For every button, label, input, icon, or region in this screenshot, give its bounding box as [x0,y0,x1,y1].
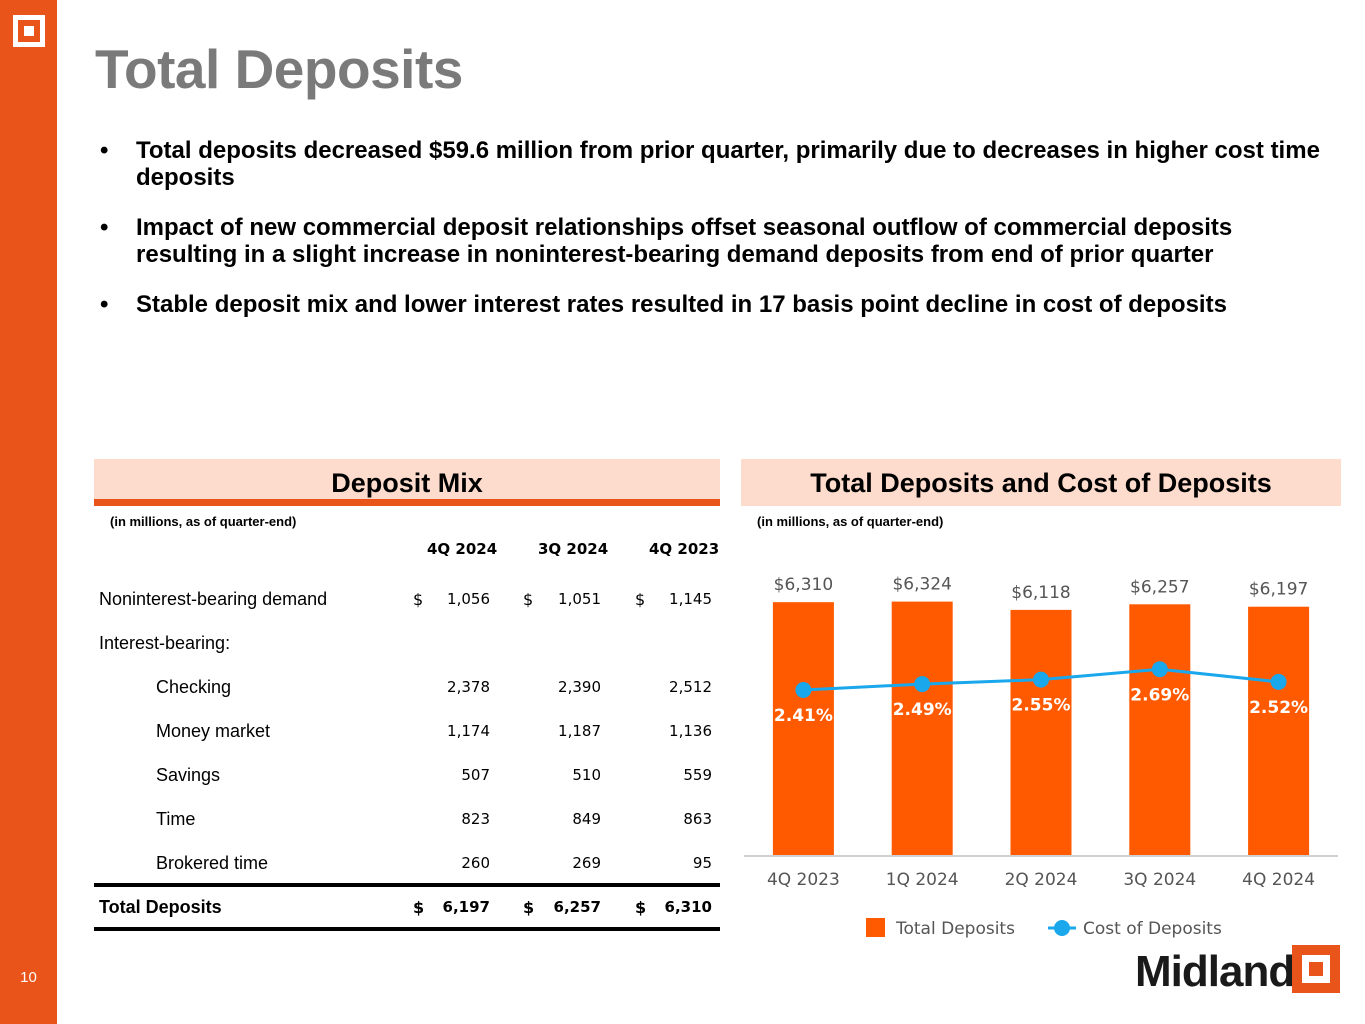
total-value: 6,310 [664,898,712,916]
column-header: 4Q 2024 [427,540,498,558]
x-tick-label: 2Q 2024 [1005,870,1078,890]
x-tick-label: 4Q 2023 [767,870,840,890]
chart-heading: Total Deposits and Cost of Deposits [741,459,1341,506]
table-row: Checking 2,378 2,390 2,512 [94,673,720,703]
bar-value-label: $6,197 [1249,580,1308,600]
cost-value-label: 2.49% [893,700,952,720]
cell-value: 507 [461,766,490,784]
total-value: 6,257 [553,898,601,916]
bar-value-label: $6,324 [892,575,951,595]
bullet-item: Total deposits decreased $59.6 million f… [100,137,1320,191]
cell-value: 1,056 [447,590,490,608]
row-label: Interest-bearing: [99,633,231,653]
bar-value-label: $6,118 [1011,583,1070,603]
table-row: Brokered time 260 269 95 [94,849,720,879]
brand: Midland [1135,945,1345,997]
side-bar: 10 [0,0,57,1024]
table-row: Money market 1,174 1,187 1,136 [94,717,720,747]
x-tick-label: 3Q 2024 [1123,870,1196,890]
row-label: Money market [156,721,271,741]
column-header: 3Q 2024 [538,540,609,558]
cell-value: 269 [572,854,601,872]
cost-value-label: 2.52% [1249,698,1308,718]
total-row: Total Deposits $6,197 $6,257 $6,310 [94,893,720,923]
cell-value: 1,187 [558,722,601,740]
bar-value-label: $6,310 [774,575,833,595]
currency-symbol: $ [635,590,646,609]
total-label: Total Deposits [99,897,222,917]
midland-logo-icon [1292,945,1340,993]
cost-point [1270,673,1287,690]
cell-value: 559 [683,766,712,784]
bullet-item: Impact of new commercial deposit relatio… [100,214,1320,268]
bar [772,602,834,856]
deposits-chart: $6,310 4Q 2023 $6,324 1Q 2024 $6,118 2Q 2024 $… [744,575,1338,939]
cell-value: 1,174 [447,722,490,740]
cost-point [1151,661,1168,678]
x-tick-label: 1Q 2024 [886,870,959,890]
table-row: Noninterest-bearing demand $1,056 $1,051 $1… [94,585,720,615]
currency-symbol: $ [523,590,534,609]
cost-value-label: 2.55% [1012,696,1071,716]
row-label: Noninterest-bearing demand [99,589,328,609]
currency-symbol: $ [413,590,424,609]
row-label: Checking [156,677,232,697]
cell-value: 2,512 [669,678,712,696]
currency-symbol: $ [523,898,535,917]
legend-swatch-point [1054,920,1070,936]
bar-value-label: $6,257 [1130,577,1189,597]
bar [1129,604,1191,856]
page-title: Total Deposits [95,38,463,100]
cell-value: 510 [572,766,601,784]
cell-value: 1,136 [669,722,712,740]
total-divider-top [94,883,720,887]
bullet-list: Total deposits decreased $59.6 million f… [100,137,1320,341]
deposit-mix-heading: Deposit Mix [94,459,720,506]
x-tick-label: 4Q 2024 [1242,870,1315,890]
midland-logo-icon [13,15,45,47]
currency-symbol: $ [413,898,425,917]
bullet-item: Stable deposit mix and lower interest ra… [100,291,1320,318]
row-label: Brokered time [156,853,269,873]
cost-point [914,676,931,693]
legend-swatch-bar [866,918,885,937]
page-number: 10 [20,969,37,986]
cell-value: 849 [572,810,601,828]
column-header: 4Q 2023 [649,540,720,558]
currency-symbol: $ [635,898,647,917]
cell-value: 1,145 [669,590,712,608]
row-label: Savings [156,765,221,785]
table-row: Interest-bearing: [94,629,720,659]
deposit-mix-note: (in millions, as of quarter-end) [110,514,297,529]
total-divider-bottom [94,927,720,931]
cell-value: 2,390 [558,678,601,696]
table-row: Time 823 849 863 [94,805,720,835]
cost-value-label: 2.69% [1130,685,1189,705]
cell-value: 823 [461,810,490,828]
cell-value: 863 [683,810,712,828]
legend-label: Total Deposits [895,919,1015,939]
table-row: Savings 507 510 559 [94,761,720,791]
row-label: Time [156,809,196,829]
cost-point [795,682,812,698]
total-value: 6,197 [442,898,490,916]
cost-point [1033,671,1049,688]
bar [891,601,953,856]
cell-value: 2,378 [447,678,490,696]
legend-label: Cost of Deposits [1083,919,1222,939]
bar [1248,606,1310,856]
bar [1010,609,1072,856]
chart-note: (in millions, as of quarter-end) [757,514,944,529]
cell-value: 1,051 [558,590,601,608]
brand-name: Midland [1135,947,1295,996]
cost-value-label: 2.41% [774,706,833,726]
cell-value: 260 [461,854,490,872]
cell-value: 95 [692,854,712,872]
